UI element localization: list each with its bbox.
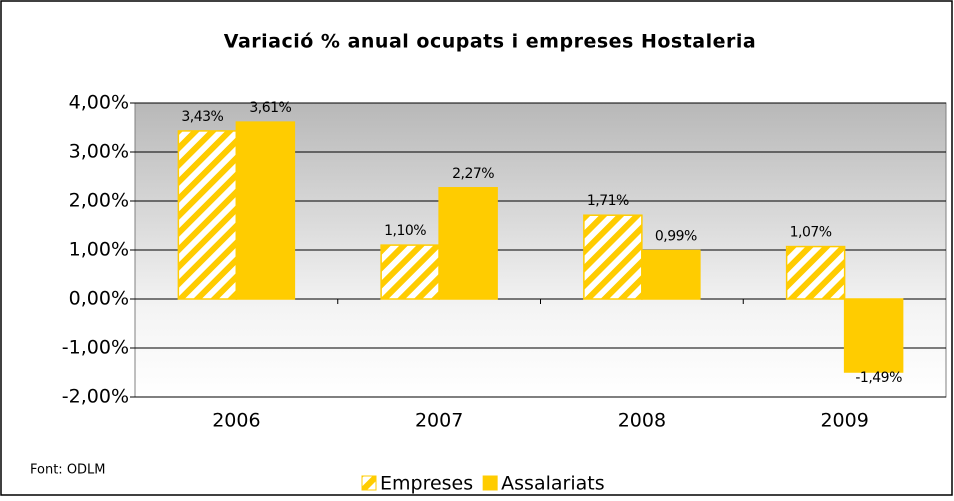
y-tick-label: 0,00% — [69, 288, 129, 310]
y-tick-label: -1,00% — [62, 337, 129, 359]
x-tick-label: 2007 — [415, 410, 463, 432]
value-label: 1,10% — [384, 223, 426, 239]
x-tick-label: 2009 — [820, 410, 868, 432]
legend-swatch — [361, 475, 377, 491]
value-label: 3,43% — [181, 109, 223, 125]
x-tick-label: 2006 — [212, 410, 260, 432]
y-tick-label: 4,00% — [69, 92, 129, 114]
source: Font: ODLM — [30, 463, 106, 478]
value-label: 1,71% — [587, 193, 629, 209]
value-label: -1,49% — [855, 370, 902, 386]
bar — [785, 245, 846, 300]
x-tick-label: 2008 — [618, 410, 666, 432]
value-label: 2,27% — [452, 166, 494, 182]
bar — [583, 214, 643, 300]
legend-label: Assalariats — [501, 473, 604, 495]
y-tick-label: 1,00% — [69, 239, 129, 261]
bar — [177, 130, 238, 300]
bar — [843, 298, 904, 373]
chart-title: Variació % anual ocupats i empreses Host… — [224, 31, 756, 53]
legend-label: Empreses — [380, 473, 473, 495]
value-label: 0,99% — [655, 228, 697, 244]
bar — [438, 187, 498, 300]
bar — [641, 249, 701, 300]
y-tick-label: 3,00% — [69, 141, 129, 163]
y-tick-label: 2,00% — [69, 190, 129, 212]
value-label: 3,61% — [249, 100, 291, 116]
value-label: 1,07% — [790, 225, 832, 241]
y-tick-label: -2,00% — [62, 386, 129, 408]
bar — [235, 121, 296, 300]
bar — [380, 244, 440, 300]
legend-swatch — [482, 475, 498, 491]
